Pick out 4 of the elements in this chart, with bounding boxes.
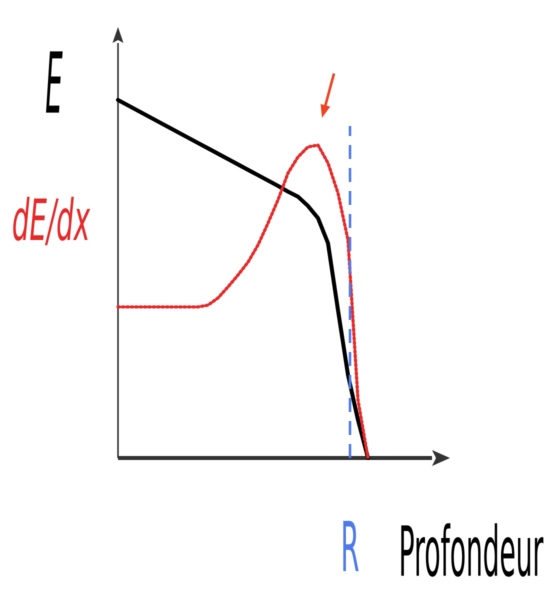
series-label: dE/dx [13,196,90,246]
x-axis-title: Profondeur [401,523,544,577]
text: R [343,520,359,572]
series-label: E [46,51,63,113]
